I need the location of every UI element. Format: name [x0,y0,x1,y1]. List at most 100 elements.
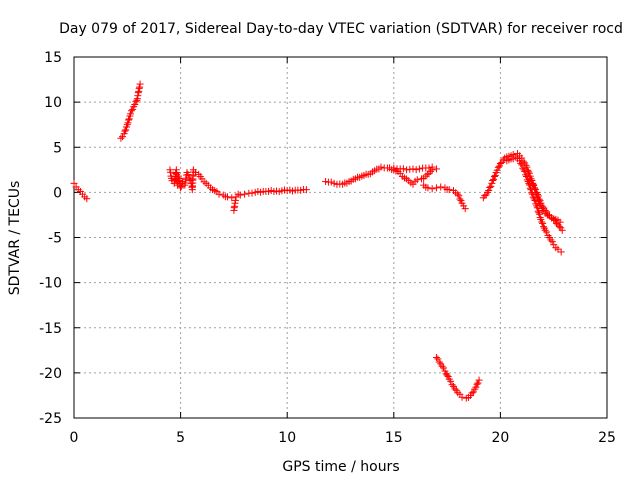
data-point [443,371,451,379]
data-point [554,221,562,229]
data-point [427,167,435,175]
data-point [547,236,555,244]
data-point [128,107,136,115]
data-point [228,194,236,202]
data-point [529,181,537,189]
data-point [125,116,133,124]
data-point [490,173,498,181]
y-tick-label: 0 [53,185,62,201]
data-point [437,183,445,191]
data-point [548,238,556,246]
data-point [521,167,529,175]
data-point [472,383,480,391]
data-point [557,248,565,256]
data-point [224,193,232,201]
data-point [491,171,499,179]
y-tick-label: 5 [53,140,62,156]
data-point [461,205,469,213]
x-tick-label: 10 [278,430,296,446]
data-point [539,223,547,231]
y-tick-label: -25 [39,411,62,427]
data-point [526,175,534,183]
series-seg8 [432,354,483,402]
y-tick-label: -10 [39,276,62,292]
data-point [468,389,476,397]
data-point [435,358,443,366]
series-seg1 [70,179,91,203]
axis-ticks: 0 5 10 15 20 25 -25 -20 -15 -10 -5 0 5 10 15 [39,50,616,446]
data-point [538,218,546,226]
series-seg3 [166,166,236,202]
data-point [539,219,547,227]
y-tick-label: 15 [44,50,62,66]
data-point [122,126,130,134]
data-point [473,380,481,388]
data-point [438,362,446,370]
data-point [489,176,497,184]
data-point [537,199,545,207]
data-point [377,163,385,171]
data-point [454,190,462,198]
x-tick-label: 0 [70,430,79,446]
data-point [538,202,546,210]
data-point [177,184,185,192]
data-point [413,176,421,184]
data-point [241,190,249,198]
data-point [475,376,483,384]
data-point [447,377,455,385]
data-point [487,182,495,190]
data-point [494,163,502,171]
series-seg6 [390,163,436,174]
data-point [297,186,305,194]
data-point [248,189,256,197]
series-seg2 [117,80,144,142]
data-point [456,195,464,203]
data-point [390,164,398,172]
data-point [528,179,536,187]
data-point [432,184,440,192]
data-point [432,165,440,173]
data-point [481,192,489,200]
data-points [70,80,566,402]
data-point [541,206,549,214]
data-point [455,192,463,200]
data-point [428,185,436,193]
data-point [428,163,436,171]
data-point [302,186,310,194]
data-point [535,210,543,218]
data-point [445,186,453,194]
data-point [231,196,239,204]
data-point [520,166,528,174]
data-point [458,393,466,401]
series-seg4 [230,185,310,214]
data-point [322,178,330,186]
data-point [534,192,542,200]
data-point [534,207,542,215]
data-point [70,179,78,187]
data-point [533,204,541,212]
data-point [451,385,459,393]
data-point [434,355,442,363]
data-point [448,381,456,389]
y-axis-label: SDTVAR / TECUs [7,181,23,296]
data-point [432,354,440,362]
data-point [543,208,551,216]
data-point [424,184,432,192]
data-point [517,159,525,167]
data-point [415,165,423,173]
data-point [330,179,338,187]
x-axis-label: GPS time / hours [282,459,399,475]
data-point [117,134,125,142]
series-seg10 [503,153,565,256]
data-point [124,119,132,127]
data-point [83,195,91,203]
data-point [488,179,496,187]
data-point [531,184,539,192]
data-point [474,379,482,387]
data-point [550,215,558,223]
data-point [327,178,335,186]
data-point [215,190,223,198]
data-point [132,98,140,106]
y-tick-label: 10 [44,95,62,111]
